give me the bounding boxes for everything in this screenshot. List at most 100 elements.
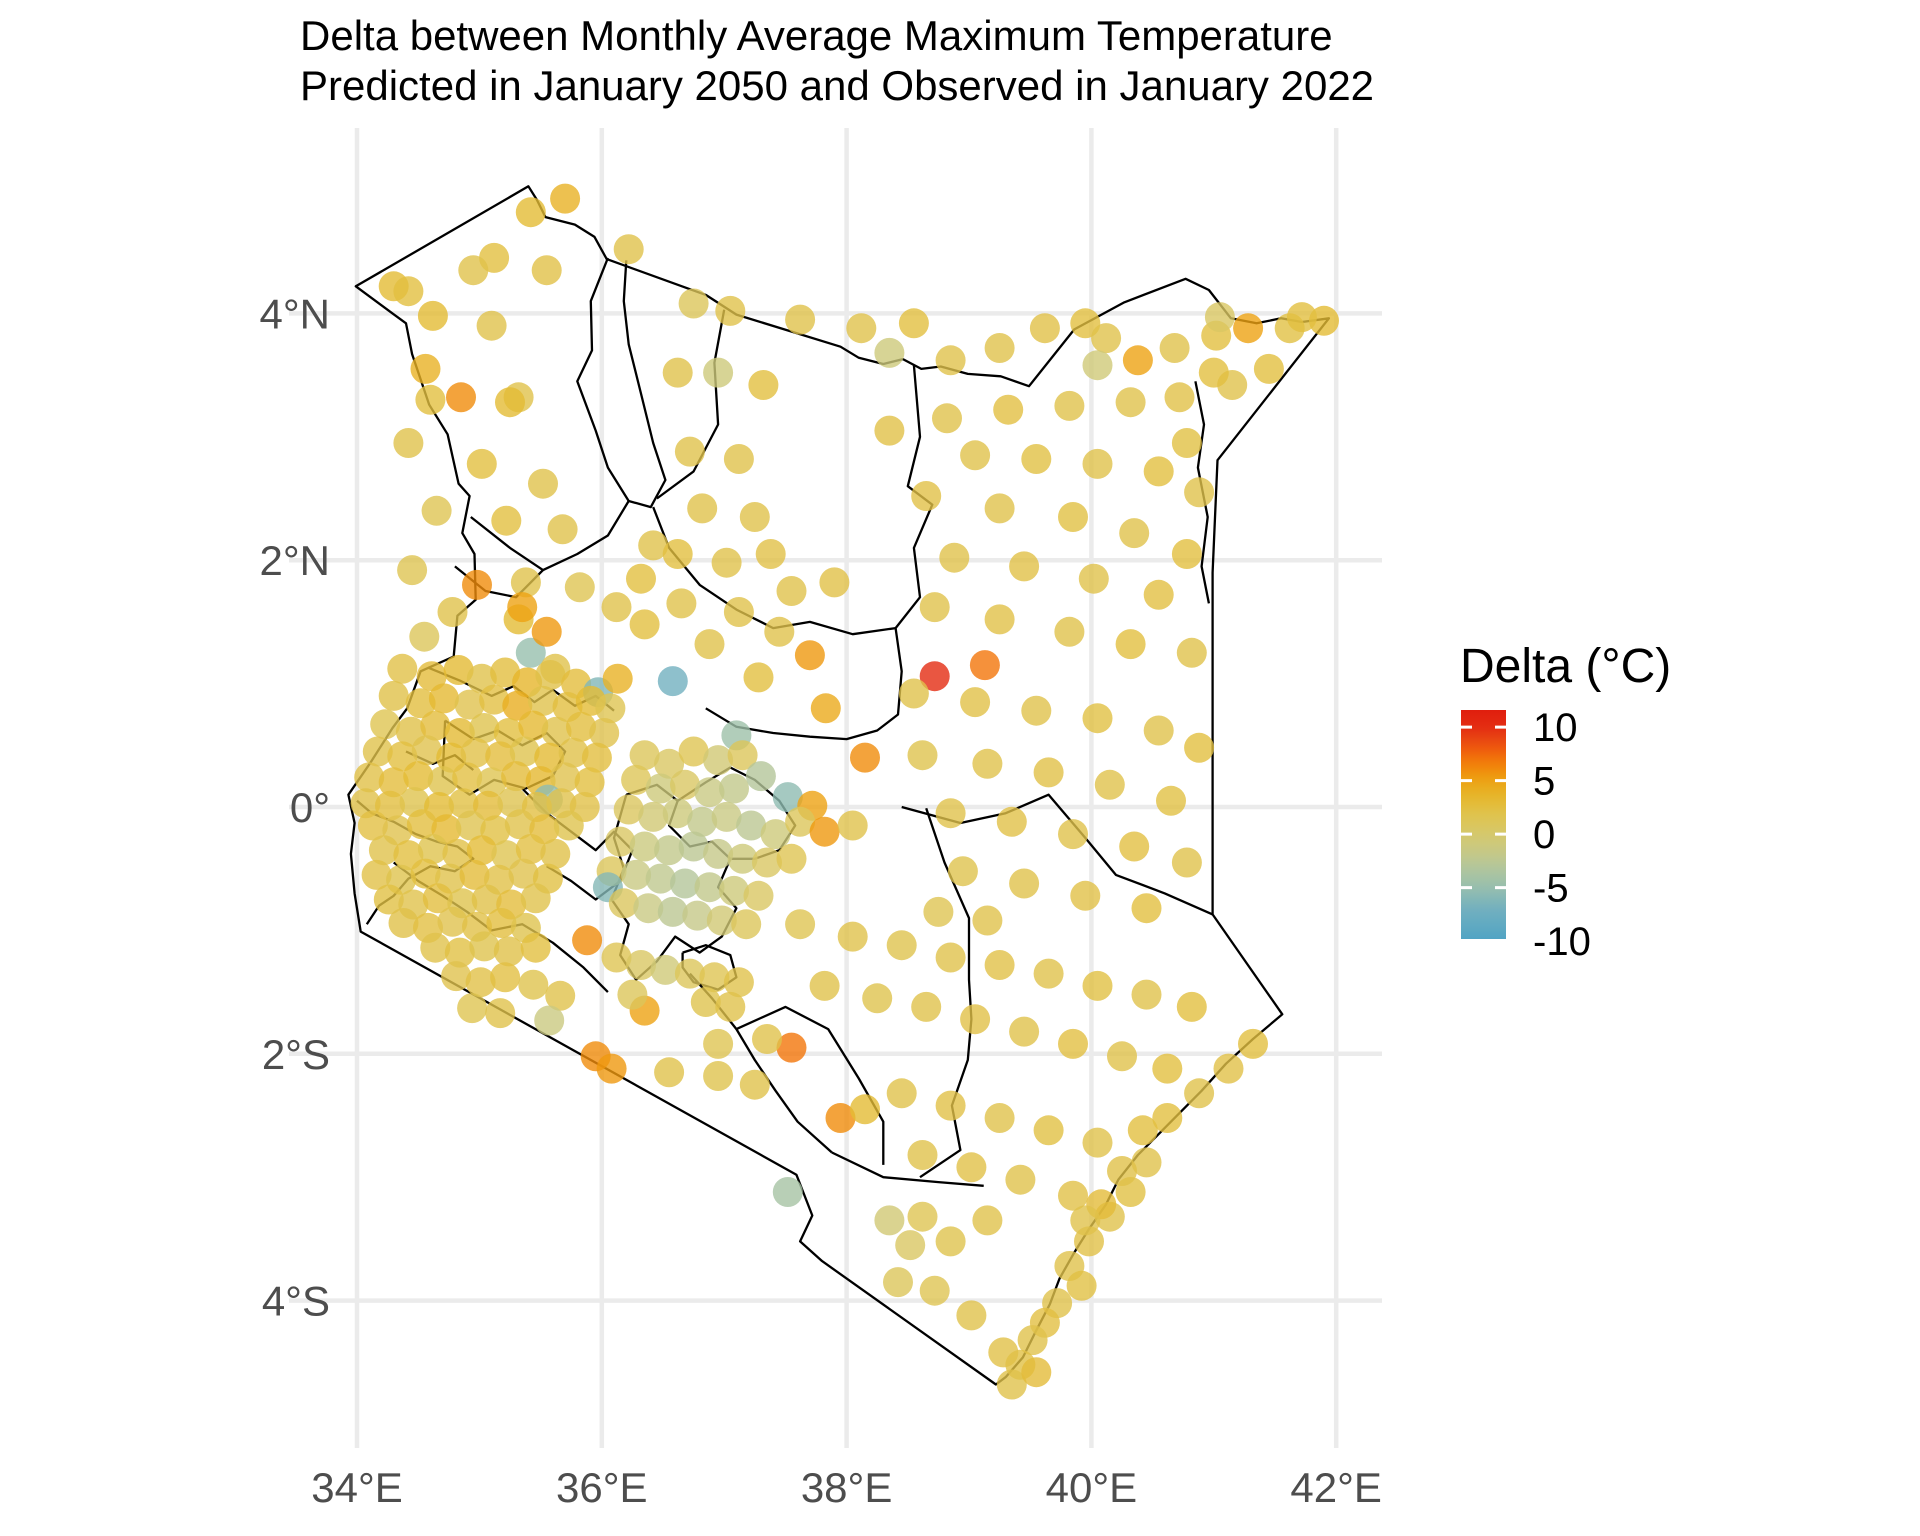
data-point — [1058, 819, 1088, 850]
data-point — [476, 310, 507, 341]
data-point — [819, 567, 850, 598]
data-point — [1119, 518, 1150, 549]
data-point — [416, 661, 447, 692]
data-point — [1070, 880, 1101, 911]
data-point — [1033, 757, 1064, 788]
chart-title-line-2: Predicted in January 2050 and Observed i… — [300, 62, 1374, 109]
data-point — [776, 576, 807, 606]
data-point — [354, 762, 385, 793]
data-point — [493, 936, 524, 967]
legend: Delta (°C) 10 5 0 -5 -10 — [1460, 640, 1671, 964]
data-point — [719, 773, 749, 804]
data-point — [495, 387, 525, 418]
data-point — [459, 859, 490, 890]
data-point — [550, 183, 581, 214]
data-point — [1171, 539, 1202, 569]
data-point — [956, 1300, 987, 1331]
data-point — [1184, 732, 1215, 763]
data-point — [1184, 477, 1215, 508]
data-point — [703, 357, 734, 388]
data-point — [1058, 502, 1088, 532]
data-point — [368, 835, 399, 866]
data-point — [466, 448, 497, 479]
data-point — [776, 843, 807, 874]
data-point — [515, 197, 546, 228]
data-point — [723, 967, 754, 998]
data-point — [1021, 444, 1052, 474]
data-point — [911, 991, 942, 1022]
data-point — [508, 858, 539, 889]
data-point — [427, 766, 458, 797]
legend-tick-labels: 10 5 0 -5 -10 — [1533, 706, 1591, 964]
data-point — [509, 736, 540, 767]
data-point — [772, 1177, 803, 1207]
data-point — [874, 415, 905, 446]
y-axis-tick-label: 4°S — [262, 1278, 330, 1325]
data-point — [375, 790, 405, 821]
data-point — [1091, 323, 1122, 354]
data-point — [862, 983, 893, 1014]
data-point — [984, 950, 1015, 980]
data-point — [378, 767, 409, 798]
data-point — [373, 884, 404, 915]
data-point — [785, 304, 816, 335]
data-point — [397, 555, 428, 586]
data-point — [550, 762, 581, 793]
data-point — [410, 858, 441, 889]
data-point — [621, 764, 652, 795]
data-point — [442, 838, 473, 869]
data-point — [601, 592, 632, 623]
data-point — [674, 958, 705, 989]
data-point — [601, 942, 632, 973]
data-point — [621, 859, 652, 890]
data-point — [678, 831, 709, 862]
data-point — [1286, 302, 1317, 333]
data-point — [837, 921, 868, 952]
data-point — [752, 847, 782, 878]
data-point — [932, 403, 962, 434]
data-point — [409, 621, 440, 652]
data-point — [785, 806, 816, 837]
data-point — [629, 740, 660, 771]
axis-tick-labels: 34°E 36°E 38°E 40°E 42°E 4°N 2°N 0° 2°S 4°S — [260, 290, 1382, 1511]
data-point — [626, 563, 656, 594]
data-point — [428, 683, 459, 714]
data-point — [466, 835, 497, 866]
data-point — [540, 838, 571, 869]
data-point — [465, 967, 496, 998]
data-point — [727, 740, 758, 771]
data-point — [361, 859, 392, 890]
data-point — [895, 1230, 926, 1261]
data-point — [441, 961, 472, 992]
data-point — [1253, 353, 1284, 384]
data-point — [760, 819, 791, 850]
data-point — [682, 900, 713, 931]
data-point — [1029, 313, 1060, 344]
data-point — [776, 1032, 807, 1063]
data-point — [670, 769, 700, 800]
data-point — [837, 810, 868, 841]
data-point — [626, 950, 656, 980]
data-point — [719, 875, 749, 906]
county-boundary — [831, 1151, 984, 1187]
data-point — [1021, 695, 1052, 726]
x-axis-tick-label: 42°E — [1290, 1464, 1382, 1511]
y-axis-tick-label: 0° — [290, 784, 330, 831]
data-point — [699, 962, 730, 993]
data-point — [960, 1004, 991, 1035]
data-point — [907, 740, 938, 771]
x-axis-tick-label: 36°E — [556, 1464, 648, 1511]
data-point — [1131, 979, 1162, 1010]
data-point — [1127, 1115, 1158, 1146]
data-point — [1107, 1041, 1137, 1072]
data-point — [1058, 1180, 1088, 1211]
data-point — [629, 831, 660, 862]
data-point — [417, 834, 448, 864]
data-point — [743, 662, 774, 693]
data-point — [703, 745, 734, 776]
data-point — [666, 588, 697, 619]
data-point — [595, 693, 626, 724]
data-point — [1131, 1147, 1162, 1178]
data-point — [919, 592, 950, 623]
data-point — [911, 481, 942, 511]
